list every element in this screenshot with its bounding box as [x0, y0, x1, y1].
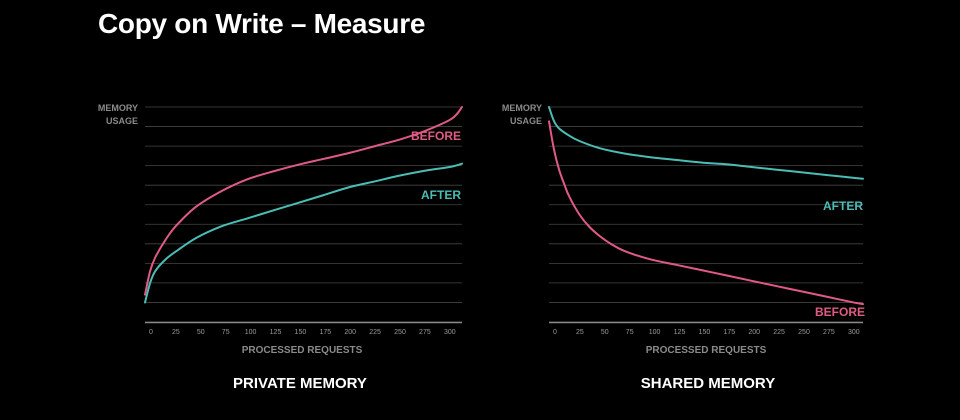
chart-0-x-tick-label: 225	[369, 329, 381, 336]
chart-1-caption: SHARED MEMORY	[641, 375, 775, 392]
chart-0-x-tick-label: 275	[419, 329, 431, 336]
chart-1-x-tick-label: 200	[748, 329, 760, 336]
chart-0-series-before-label: BEFORE	[411, 129, 461, 143]
chart-1-series-before-line	[548, 120, 864, 306]
chart-1-x-tick-label: 25	[576, 329, 584, 336]
chart-1-x-tick-label: 100	[649, 329, 661, 336]
chart-0-x-tick-label: 175	[319, 329, 331, 336]
chart-1-x-tick-label: 0	[553, 329, 557, 336]
chart-0-x-axis-label: PROCESSED REQUESTS	[242, 345, 363, 356]
chart-0-series-before-line	[144, 106, 463, 296]
chart-0-caption: PRIVATE MEMORY	[233, 375, 367, 392]
chart-1-y-axis-label: USAGE	[510, 116, 542, 126]
chart-0-x-tick-label: 125	[270, 329, 282, 336]
chart-0-series-after-line	[144, 162, 463, 304]
chart-1-y-axis-label: MEMORY	[502, 103, 542, 113]
chart-0-x-tick-label: 150	[295, 329, 307, 336]
chart-1-x-tick-label: 150	[699, 329, 711, 336]
chart-1-x-axis-label: PROCESSED REQUESTS	[646, 345, 767, 356]
chart-1-series-after-line	[548, 106, 864, 180]
chart-1-x-tick-label: 275	[823, 329, 835, 336]
chart-1-x-tick-label: 225	[773, 329, 785, 336]
chart-0-x-tick-label: 25	[172, 329, 180, 336]
chart-0-x-tick-label: 75	[222, 329, 230, 336]
chart-0-x-tick-label: 100	[245, 329, 257, 336]
chart-0-x-tick-label: 0	[149, 329, 153, 336]
chart-1-x-tick-label: 75	[626, 329, 634, 336]
chart-1-x-tick-label: 175	[723, 329, 735, 336]
chart-0-x-tick-label: 250	[394, 329, 406, 336]
slide-title: Copy on Write – Measure	[98, 8, 426, 39]
chart-0-x-tick-label: 200	[344, 329, 356, 336]
chart-1-series-after-label: AFTER	[823, 199, 863, 213]
chart-0-x-tick-label: 50	[197, 329, 205, 336]
chart-0-y-axis-label: MEMORY	[98, 103, 138, 113]
chart-1-x-tick-label: 250	[798, 329, 810, 336]
chart-1-x-tick-label: 125	[674, 329, 686, 336]
chart-0-x-tick-label: 300	[444, 329, 456, 336]
chart-1-x-tick-label: 50	[601, 329, 609, 336]
chart-1-x-tick-label: 300	[848, 329, 860, 336]
chart-1-series-before-label: BEFORE	[815, 305, 865, 319]
chart-0-series-after-label: AFTER	[421, 188, 461, 202]
chart-0-y-axis-label: USAGE	[106, 116, 138, 126]
